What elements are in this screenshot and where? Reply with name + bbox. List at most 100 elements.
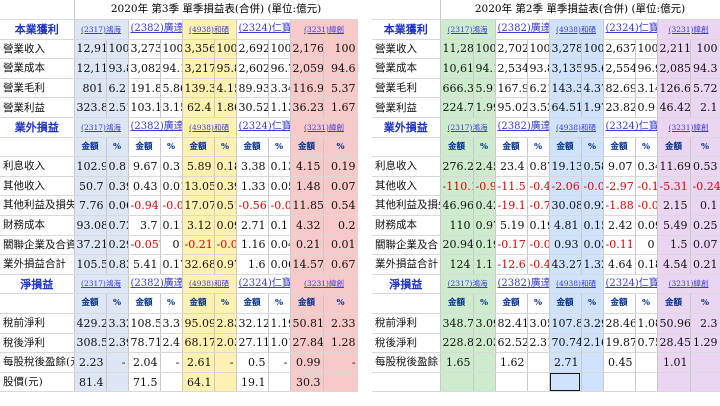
percent-cell[interactable]: 100: [635, 39, 658, 60]
amount-cell[interactable]: 3,356: [182, 39, 215, 60]
company-header[interactable]: (2317)鴻海: [74, 19, 129, 40]
amount-cell[interactable]: 4.64: [603, 254, 636, 275]
amount-cell[interactable]: 68.17: [182, 333, 215, 354]
percent-cell[interactable]: [690, 372, 720, 393]
company-header[interactable]: (3231)緯創: [657, 273, 720, 295]
amount-cell[interactable]: 1.65: [440, 352, 474, 373]
amount-cell[interactable]: 5.49: [657, 215, 691, 236]
amount-cell[interactable]: 666.3: [440, 78, 474, 99]
percent-cell[interactable]: 3.32: [106, 313, 129, 334]
amount-cell[interactable]: 28.46: [603, 313, 636, 334]
amount-cell[interactable]: 0.21: [290, 235, 324, 256]
percent-cell[interactable]: 0.19: [473, 235, 496, 256]
percent-cell[interactable]: [527, 372, 550, 393]
percent-cell[interactable]: -: [106, 352, 129, 373]
percent-cell[interactable]: -0.47: [527, 254, 550, 275]
percent-cell[interactable]: 100: [268, 39, 291, 60]
amount-cell[interactable]: 30.52: [236, 97, 269, 119]
amount-cell[interactable]: 2,211: [657, 39, 691, 60]
amount-cell[interactable]: 30.08: [549, 195, 582, 217]
company-header[interactable]: (2382)廣達: [128, 273, 183, 295]
amount-cell[interactable]: 46.96: [440, 195, 474, 217]
percent-cell[interactable]: 0.05: [268, 176, 291, 197]
amount-cell[interactable]: 126.6: [657, 78, 691, 99]
amount-cell[interactable]: 143.3: [549, 78, 582, 99]
amount-cell[interactable]: 89.93: [236, 78, 269, 99]
company-header[interactable]: (3231)緯創: [657, 117, 720, 138]
percent-cell[interactable]: 1.29: [690, 333, 720, 354]
amount-cell[interactable]: 36.23: [290, 97, 324, 119]
amount-cell[interactable]: 82.41: [495, 313, 528, 334]
amount-cell[interactable]: 124: [440, 254, 474, 275]
percent-cell[interactable]: 0.54: [323, 195, 358, 217]
percent-cell[interactable]: [473, 352, 496, 373]
amount-cell[interactable]: 110: [440, 215, 474, 236]
percent-cell[interactable]: 0.06: [268, 254, 291, 275]
amount-cell[interactable]: 116.9: [290, 78, 324, 99]
percent-cell[interactable]: 0.39: [106, 176, 129, 197]
amount-cell[interactable]: 17.07: [182, 195, 215, 217]
percent-cell[interactable]: 3.34: [268, 78, 291, 99]
amount-cell[interactable]: 50.81: [290, 313, 324, 334]
amount-cell[interactable]: 3,273: [128, 39, 161, 60]
amount-cell[interactable]: 3,217: [182, 58, 215, 79]
percent-cell[interactable]: 100: [323, 39, 358, 60]
percent-cell[interactable]: 3.05: [527, 313, 550, 334]
percent-cell[interactable]: -0.01: [214, 235, 237, 256]
percent-cell[interactable]: 1.32: [581, 254, 604, 275]
amount-cell[interactable]: 20.94: [440, 235, 474, 256]
amount-cell[interactable]: 4.54: [657, 254, 691, 275]
percent-cell[interactable]: 1.13: [268, 97, 291, 119]
amount-cell[interactable]: 9.67: [128, 156, 161, 177]
amount-cell[interactable]: 2.61: [182, 352, 215, 373]
percent-cell[interactable]: 0.82: [106, 254, 129, 275]
amount-cell[interactable]: 276.2: [440, 156, 474, 177]
amount-cell[interactable]: 11.69: [657, 156, 691, 177]
percent-cell[interactable]: 0.09: [214, 215, 237, 236]
amount-cell[interactable]: 2.71: [236, 215, 269, 236]
amount-cell[interactable]: 64.51: [549, 97, 582, 119]
amount-cell[interactable]: 2.04: [128, 352, 161, 373]
amount-cell[interactable]: -0.94: [128, 195, 161, 217]
company-header[interactable]: (2324)仁寶: [603, 273, 658, 295]
amount-cell[interactable]: 1.6: [236, 254, 269, 275]
amount-cell[interactable]: 2,534: [495, 58, 528, 79]
percent-cell[interactable]: 0.72: [106, 215, 129, 236]
percent-cell[interactable]: 2.1: [690, 97, 720, 119]
amount-cell[interactable]: 95.02: [495, 97, 528, 119]
amount-cell[interactable]: 1.01: [657, 352, 691, 373]
percent-cell[interactable]: [214, 372, 237, 393]
percent-cell[interactable]: 0.09: [635, 215, 658, 236]
percent-cell[interactable]: 0.75: [635, 333, 658, 354]
amount-cell[interactable]: 4.81: [549, 215, 582, 236]
percent-cell[interactable]: 0.1: [690, 195, 720, 217]
amount-cell[interactable]: 32.68: [182, 254, 215, 275]
percent-cell[interactable]: -: [323, 352, 358, 373]
percent-cell[interactable]: 0: [635, 235, 658, 256]
amount-cell[interactable]: 3,082: [128, 58, 161, 79]
company-header[interactable]: (3231)緯創: [657, 19, 720, 40]
amount-cell[interactable]: -19.1: [495, 195, 528, 217]
percent-cell[interactable]: 95.6: [581, 58, 604, 79]
amount-cell[interactable]: 801: [74, 78, 107, 99]
company-header[interactable]: (2317)鴻海: [440, 273, 496, 295]
percent-cell[interactable]: 5.86: [160, 78, 183, 99]
percent-cell[interactable]: 1.97: [581, 97, 604, 119]
amount-cell[interactable]: -5.31: [657, 176, 691, 197]
percent-cell[interactable]: 1.67: [323, 97, 358, 119]
amount-cell[interactable]: 23.82: [603, 97, 636, 119]
percent-cell[interactable]: 0.9: [635, 97, 658, 119]
percent-cell[interactable]: -0.11: [635, 176, 658, 197]
percent-cell[interactable]: -0.24: [690, 176, 720, 197]
percent-cell[interactable]: 0.07: [323, 176, 358, 197]
percent-cell[interactable]: 3.31: [160, 313, 183, 334]
percent-cell[interactable]: [323, 372, 358, 393]
percent-cell[interactable]: -: [268, 352, 291, 373]
percent-cell[interactable]: -0.01: [527, 235, 550, 256]
amount-cell[interactable]: 78.71: [128, 333, 161, 354]
percent-cell[interactable]: 96.7: [268, 58, 291, 79]
percent-cell[interactable]: 0.04: [268, 235, 291, 256]
percent-cell[interactable]: 6.21: [527, 78, 550, 99]
amount-cell[interactable]: 2,692: [236, 39, 269, 60]
amount-cell[interactable]: 2.42: [603, 215, 636, 236]
